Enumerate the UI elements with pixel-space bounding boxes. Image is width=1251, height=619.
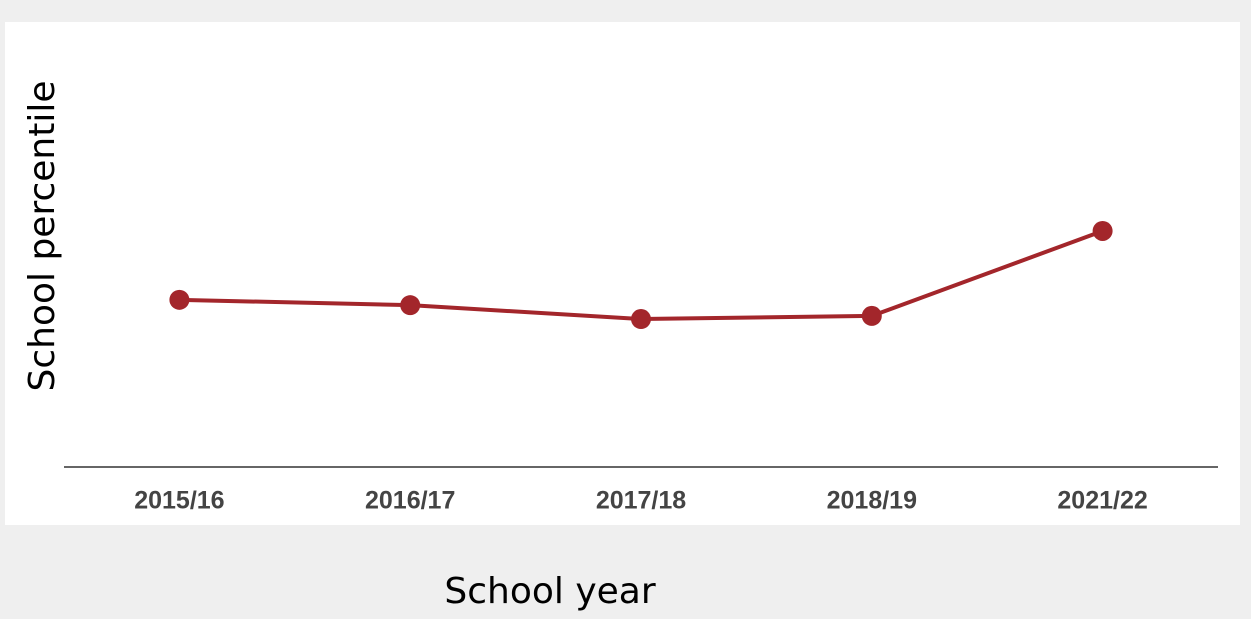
data-point [1092,220,1113,241]
data-point [400,295,421,316]
y-axis-label: School percentile [22,81,63,392]
data-point [861,305,882,326]
data-point [169,289,190,310]
x-tick-label: 2015/16 [134,487,224,515]
x-axis-label: School year [444,571,655,612]
plot-panel [5,22,1240,525]
x-tick-label: 2021/22 [1057,487,1147,515]
data-point [631,309,651,330]
x-tick-label: 2017/18 [596,487,686,515]
x-tick-label: 2018/19 [827,487,917,515]
x-tick-label: 2016/17 [365,487,455,515]
